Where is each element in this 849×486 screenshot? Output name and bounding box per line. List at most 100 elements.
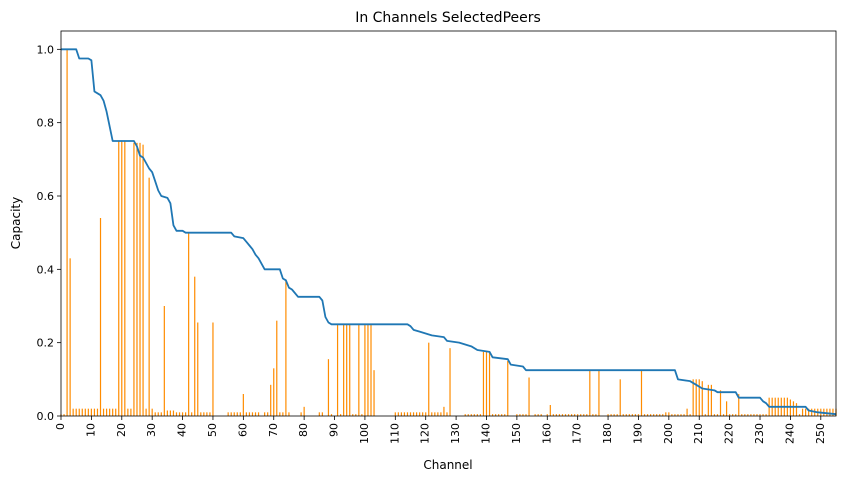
bar-35 xyxy=(166,410,168,416)
bar-74 xyxy=(321,412,323,416)
x-tick-label-22: 220 xyxy=(723,423,736,444)
bar-45 xyxy=(197,322,199,416)
x-tick-label-18: 180 xyxy=(601,423,614,444)
bar-138 xyxy=(564,414,567,416)
bar-92 xyxy=(400,412,402,416)
bar-86 xyxy=(364,324,366,416)
bar-126 xyxy=(522,414,524,416)
bar-200 xyxy=(759,414,761,416)
bar-166 xyxy=(656,414,658,416)
bar-106 xyxy=(443,406,445,416)
bar-184 xyxy=(710,384,712,416)
bar-17 xyxy=(112,408,114,416)
bar-49 xyxy=(209,412,211,416)
bar-39 xyxy=(178,412,181,416)
bar-165 xyxy=(653,414,655,416)
x-tick-label-14: 140 xyxy=(479,423,492,444)
x-tick-label-24: 240 xyxy=(783,423,796,444)
bar-167 xyxy=(659,414,661,416)
bar-174 xyxy=(680,414,682,416)
bar-114 xyxy=(479,414,482,416)
bar-60 xyxy=(254,412,257,416)
bar-192 xyxy=(735,414,737,416)
bar-73 xyxy=(318,412,320,416)
bar-139 xyxy=(567,414,570,416)
x-tick-label-12: 120 xyxy=(419,423,432,444)
bar-214 xyxy=(801,408,804,416)
bar-30 xyxy=(151,408,153,416)
bar-190 xyxy=(729,414,731,416)
bar-160 xyxy=(637,414,640,416)
x-tick-label-17: 170 xyxy=(571,423,584,444)
bar-43 xyxy=(191,412,193,416)
bar-23 xyxy=(130,408,132,416)
bar-51 xyxy=(227,412,229,416)
bar-149 xyxy=(598,370,600,416)
bar-15 xyxy=(105,408,108,416)
y-tick-label-0: 0.0 xyxy=(37,410,55,423)
bar-82 xyxy=(352,414,354,416)
bar-52 xyxy=(230,412,232,416)
x-tick-label-4: 40 xyxy=(176,423,189,437)
bar-48 xyxy=(206,412,208,416)
bar-79 xyxy=(343,324,345,416)
line-layer xyxy=(61,48,837,416)
bar-102 xyxy=(431,412,433,416)
bar-135 xyxy=(555,414,557,416)
bar-4 xyxy=(72,408,74,416)
bar-147 xyxy=(592,414,594,416)
bar-143 xyxy=(580,414,582,416)
bar-142 xyxy=(577,414,579,416)
bar-24 xyxy=(133,142,135,416)
bar-40 xyxy=(181,412,184,416)
bar-224 xyxy=(832,408,834,416)
bar-223 xyxy=(829,408,831,416)
bar-197 xyxy=(750,414,752,416)
bar-211 xyxy=(792,401,795,416)
bar-68 xyxy=(282,412,284,416)
bar-144 xyxy=(583,414,585,416)
bar-191 xyxy=(732,414,734,416)
x-tick-label-7: 70 xyxy=(267,423,280,437)
bar-11 xyxy=(93,408,96,416)
x-tick-label-20: 200 xyxy=(662,423,675,444)
bar-193 xyxy=(738,394,740,416)
bar-120 xyxy=(498,414,500,416)
bar-118 xyxy=(491,414,494,416)
x-tick-label-6: 60 xyxy=(236,423,249,437)
bar-156 xyxy=(625,414,627,416)
x-axis-label: Channel xyxy=(423,458,472,472)
bar-90 xyxy=(394,412,396,416)
bar-46 xyxy=(200,412,202,416)
bar-64 xyxy=(270,384,272,416)
bar-63 xyxy=(267,412,269,416)
bar-29 xyxy=(148,177,150,416)
bar-131 xyxy=(540,414,542,416)
x-tick-label-1: 10 xyxy=(84,423,97,437)
bar-9 xyxy=(87,408,89,416)
plot-frame xyxy=(60,30,837,417)
bar-117 xyxy=(488,351,491,416)
bar-127 xyxy=(525,414,527,416)
bar-75 xyxy=(327,359,330,416)
bar-187 xyxy=(719,390,722,416)
bar-21 xyxy=(124,141,126,416)
bar-20 xyxy=(121,141,123,416)
bar-84 xyxy=(358,324,360,416)
bar-169 xyxy=(665,412,667,416)
x-tick-label-10: 100 xyxy=(358,423,371,444)
bar-76 xyxy=(330,414,333,416)
bar-25 xyxy=(136,142,138,416)
bar-57 xyxy=(245,412,247,416)
y-tick-label-5: 1.0 xyxy=(37,43,55,56)
y-axis-label: Capacity xyxy=(9,197,23,249)
bar-56 xyxy=(242,394,244,416)
bar-26 xyxy=(139,142,141,416)
bar-37 xyxy=(172,410,175,416)
bar-115 xyxy=(482,351,485,416)
bar-14 xyxy=(102,408,105,416)
bar-159 xyxy=(634,414,637,416)
bar-133 xyxy=(549,405,551,416)
bar-210 xyxy=(789,399,792,416)
